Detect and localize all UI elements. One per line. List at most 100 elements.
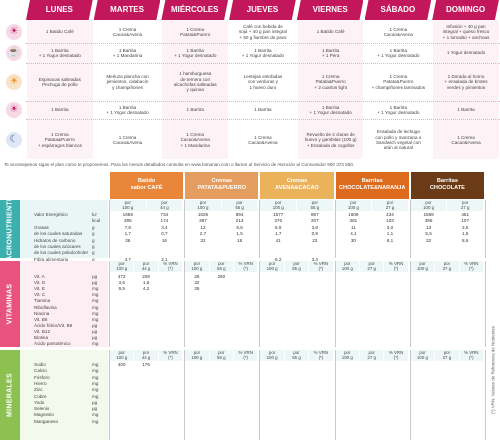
- meal-text: 1 Crema Cacao&Avena: [383, 26, 413, 37]
- nutrient-name: Vit. C: [34, 292, 46, 298]
- day-header-0: LUNES: [26, 0, 93, 20]
- column-subheader: % VRN (*): [234, 350, 258, 361]
- meal-cell: Café con bebida de soja + 40 g pan integ…: [232, 22, 294, 42]
- meal-cell: Infusión + 40 g pan integral + queso fre…: [435, 22, 497, 42]
- meal-text: 1 Crema Cacao&Avena: [112, 26, 143, 37]
- nutrient-unit: mg: [92, 380, 99, 386]
- nutrient-value: 894: [235, 212, 244, 217]
- nutrient-value: 32: [200, 237, 206, 243]
- meal-cell: 1 Crema Cacao&Avena: [368, 22, 430, 42]
- column-subheader: por 55 g: [221, 200, 258, 211]
- nutrient-row: Magnesio mg: [0, 412, 500, 418]
- nutrient-row: Hidratos de carbono g 36 16 32 18 41 23 30 8,1 32 8…: [0, 238, 500, 244]
- nutrient-unit: mg: [92, 292, 99, 298]
- nutrient-unit: kJ: [92, 212, 97, 217]
- nutrient-unit: mg: [92, 304, 99, 310]
- product-header-3: Barritas CHOCOLATE&NARANJA: [335, 172, 409, 199]
- nutrient-value: 35: [194, 286, 200, 292]
- nutrient-unit: µg: [92, 335, 98, 340]
- nutrient-value: 395: [123, 218, 132, 224]
- nutrient-value: 6,2: [274, 256, 282, 262]
- column-divider: [109, 350, 110, 440]
- meal-cell: 1 Batido Café: [300, 22, 362, 42]
- nutrient-unit: mg: [92, 286, 99, 292]
- meal-text: 1 Crema Cacao&Avena: [451, 134, 481, 145]
- meal-cell: 1 Crema Cacao&Avena: [97, 120, 159, 160]
- nutrient-name: Selenio: [34, 406, 50, 412]
- day-header-4: VIERNES: [296, 0, 364, 20]
- day-header-5: SÁBADO: [364, 0, 432, 20]
- nutrient-row: Vit. A µg 472 208 26 250: [0, 274, 500, 280]
- column-subheader: por 100 g: [260, 200, 296, 211]
- nutrient-name: Zinc: [34, 387, 43, 393]
- nutrient-row: Tiamina mg: [0, 298, 500, 304]
- nutrient-row: Biotina µg: [0, 335, 500, 341]
- nutrient-value: 103: [386, 218, 394, 224]
- nutrient-value: 1,7: [274, 231, 282, 237]
- nutrient-value: 1626: [197, 212, 209, 217]
- column-subheader: % VRN (*): [459, 261, 483, 272]
- meal-cell: 1 Barrita + 1 Yogur desnatado: [300, 102, 362, 118]
- meal-cell: 1 Yogur desnatado: [435, 44, 497, 62]
- column-divider: [334, 350, 336, 440]
- meal-text: Merluza plancha con pimientos, calabacín…: [106, 73, 149, 90]
- meal-row-divider: [26, 63, 500, 64]
- nutrient-unit: µg: [92, 328, 98, 334]
- nutrient-value: 1,7: [124, 231, 131, 237]
- nutrient-unit: µg: [92, 274, 98, 279]
- nutrient-unit: kcal: [92, 218, 101, 224]
- column-divider: [259, 200, 261, 258]
- column-subheader: por 100 g: [410, 350, 435, 361]
- nutrient-unit: mg: [92, 316, 99, 322]
- nutrient-value: 13: [426, 224, 432, 230]
- meal-text: 1 Barrita: [51, 107, 69, 113]
- nutrient-value: 5,5: [425, 231, 432, 237]
- macro-section-label: MACRONUTRIENTES: [0, 191, 20, 267]
- column-subheader: por 100 g: [410, 261, 435, 272]
- nutrient-row: kcal 395 174 387 213 376 207 381 103 395 107: [0, 218, 500, 224]
- nutrient-value: 8,1: [386, 237, 394, 243]
- nutrient-unit: mg: [92, 298, 99, 304]
- meal-text: 1 Crema Cacao&Avena: [248, 134, 278, 145]
- nutrient-row: de los cuales saturadas g 1,7 0,7 2,7 1,5 1,7 0…: [0, 231, 500, 237]
- nutrient-name: de los cuales polialcoholes: [34, 250, 88, 256]
- nutrient-unit: mg: [92, 412, 99, 418]
- column-subheader: por 100 g: [335, 261, 359, 272]
- meal-text: 1 Batido Café: [45, 29, 74, 35]
- meal-text: 1 Barrita + 1 Yogur desnatado: [241, 47, 285, 58]
- sun-icon: ☀: [6, 74, 22, 90]
- meal-cell: Merluza plancha con pimientos, calabacín…: [97, 64, 159, 100]
- nutrient-value: 381: [349, 218, 358, 224]
- nutrient-row: de los cuales azúcares g: [0, 244, 500, 250]
- nutrient-value: 2,7: [199, 231, 207, 237]
- meal-text: 1 Barrita + 1 Yogur desnatado: [377, 104, 420, 115]
- nutrient-value: 16: [161, 237, 167, 243]
- nutrient-unit: mg: [92, 374, 99, 380]
- meal-row-divider: [26, 43, 500, 44]
- nutrient-name: Fibra alimentaria: [34, 256, 69, 262]
- nutrient-unit: µg: [92, 399, 98, 405]
- meal-cell: 1 Barrita: [29, 102, 91, 118]
- meal-cell: 1 Barrita: [435, 102, 497, 118]
- meal-text: 1 Barrita + 1 Yogur desnatado: [174, 47, 217, 58]
- column-subheader: % VRN (*): [459, 350, 483, 361]
- sunset-icon: ☀: [6, 102, 22, 118]
- nutrient-unit: g: [92, 244, 95, 249]
- section-band: [20, 200, 108, 258]
- meal-text: 1 Barrita: [457, 107, 475, 113]
- meal-cell: 1 Crema Patata&Puerro + champiñones lami…: [368, 64, 430, 100]
- column-subheader: % VRN (*): [234, 261, 258, 272]
- nutrient-name: Valor Energético: [34, 212, 68, 217]
- nutrient-name: Vit. B6: [34, 316, 48, 322]
- nutrient-row: Vit. C mg: [0, 292, 500, 298]
- column-subheader: por 55 g: [284, 261, 309, 272]
- column-subheader: por 100 g: [335, 350, 359, 361]
- nutrient-value: 213: [235, 218, 244, 224]
- nutrient-value: 3,8: [311, 224, 318, 230]
- meal-cell: Ensalada de lechuga con pollo y manzana …: [368, 120, 430, 160]
- nutrient-row: Zinc mg: [0, 387, 500, 393]
- nutrient-unit: mg: [92, 362, 99, 367]
- column-subheader: por 44 g: [146, 200, 183, 211]
- nutrient-unit: g: [92, 256, 95, 262]
- nutrient-unit: µg: [92, 280, 98, 286]
